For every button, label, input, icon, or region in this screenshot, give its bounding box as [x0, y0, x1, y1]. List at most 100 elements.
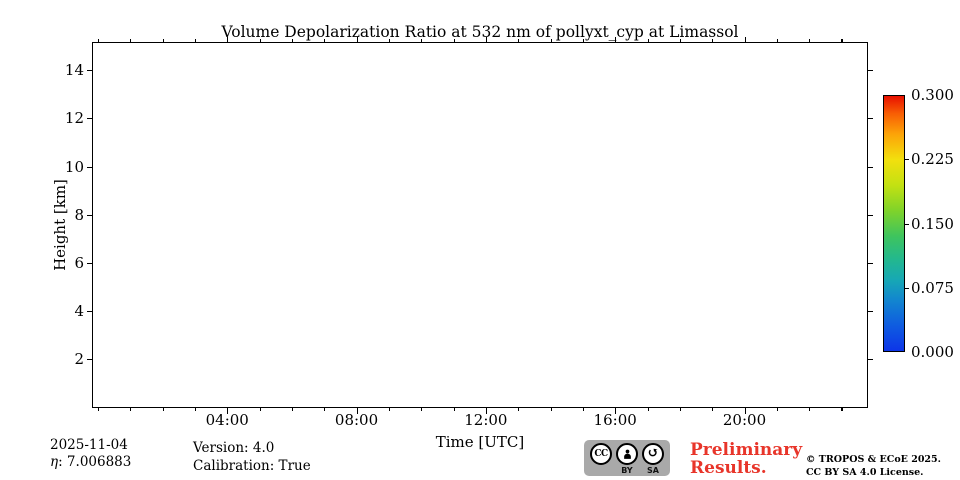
eta-calibration-value: η: 7.006883 — [50, 454, 131, 470]
x-axis-tick — [647, 408, 649, 411]
y-tick-label: 2 — [74, 350, 84, 369]
x-axis-tick — [324, 408, 326, 411]
x-axis-tick — [97, 408, 100, 411]
x-axis-tick — [453, 408, 455, 411]
x-axis-tick — [291, 39, 294, 42]
cc-sa-arrow-icon: ↺ — [642, 443, 664, 465]
depolarization-heatmap-canvas — [92, 42, 868, 408]
preliminary-results-warning: Preliminary Results. — [690, 440, 803, 479]
y-axis-tick — [87, 311, 92, 313]
x-axis-tick — [162, 39, 164, 42]
x-axis-tick — [162, 408, 164, 411]
x-axis-tick — [744, 36, 746, 42]
colorbar-tick — [905, 223, 909, 225]
eta-value: : 7.006883 — [58, 454, 132, 470]
x-axis-tick — [841, 39, 843, 42]
y-axis-tick — [87, 118, 92, 120]
x-axis-tick — [259, 408, 261, 411]
x-axis-tick — [809, 408, 811, 411]
x-axis-tick — [421, 39, 423, 42]
y-axis-tick — [868, 118, 873, 120]
y-tick-label: 14 — [64, 61, 84, 80]
colorbar-tick-label: 0.300 — [911, 86, 954, 104]
x-tick-label: 04:00 — [205, 411, 249, 429]
x-axis-tick — [809, 39, 811, 42]
x-axis-tick — [324, 39, 326, 42]
x-axis-tick — [259, 39, 261, 42]
eta-symbol: η — [50, 454, 59, 470]
x-axis-tick — [550, 408, 552, 411]
cc-by-person-icon — [616, 443, 638, 465]
x-axis-tick — [421, 408, 423, 411]
x-axis-tick — [679, 408, 682, 411]
y-axis-tick — [868, 166, 873, 168]
copyright-line2: CC BY SA 4.0 License. — [806, 467, 924, 479]
x-axis-tick — [712, 408, 714, 411]
x-axis-tick — [194, 39, 197, 42]
x-axis-tick — [615, 408, 617, 414]
y-axis-tick — [87, 262, 92, 265]
x-axis-tick — [227, 36, 229, 42]
x-axis-tick — [485, 36, 488, 42]
y-axis-tick — [87, 166, 92, 168]
x-tick-label: 12:00 — [464, 411, 508, 429]
y-axis-tick — [868, 70, 873, 72]
y-axis-tick — [868, 311, 873, 313]
x-axis-tick — [776, 39, 779, 42]
x-axis-tick — [388, 408, 391, 411]
x-axis-tick — [518, 39, 520, 42]
x-axis-tick — [744, 408, 746, 414]
cc-icon: CC — [590, 443, 612, 465]
y-tick-label: 12 — [64, 109, 84, 128]
x-axis-tick — [227, 408, 229, 414]
y-axis-tick — [87, 359, 92, 361]
x-tick-label: 16:00 — [593, 411, 637, 429]
x-axis-tick — [291, 408, 294, 411]
y-tick-label: 6 — [74, 253, 84, 272]
calibration-text: Calibration: True — [193, 458, 311, 474]
x-axis-tick — [388, 39, 391, 42]
y-tick-label: 8 — [74, 205, 84, 224]
x-axis-tick — [130, 408, 132, 411]
x-axis-tick — [615, 36, 617, 42]
x-axis-tick — [485, 408, 488, 414]
y-axis-tick — [868, 359, 873, 361]
colorbar-tick-label: 0.000 — [911, 343, 954, 361]
colorbar-tick-label: 0.075 — [911, 278, 954, 297]
copyright-text: © TROPOS & ECoE 2025. CC BY SA 4.0 Licen… — [806, 453, 941, 480]
x-tick-label: 20:00 — [722, 411, 767, 429]
version-text: Version: 4.0 — [193, 440, 275, 456]
x-axis-tick — [97, 39, 100, 42]
x-axis-tick — [130, 39, 132, 42]
x-axis-tick — [841, 408, 843, 411]
y-tick-label: 10 — [64, 157, 84, 176]
x-axis-tick — [582, 39, 585, 42]
x-axis-tick — [453, 39, 455, 42]
x-axis-tick — [194, 408, 197, 411]
plot-title: Volume Depolarization Ratio at 532 nm of… — [221, 23, 739, 41]
y-axis-tick — [87, 214, 92, 216]
y-tick-label: 4 — [74, 302, 84, 321]
y-axis-tick — [868, 262, 873, 265]
cc-sa-label: SA — [647, 466, 659, 475]
copyright-line1: © TROPOS & ECoE 2025. — [806, 454, 941, 465]
colorbar-tick-label: 0.225 — [911, 150, 954, 169]
x-tick-label: 08:00 — [334, 411, 379, 429]
x-axis-tick — [712, 39, 714, 42]
cc-license-badge: CC ↺ BY SA — [584, 440, 670, 476]
person-icon — [623, 449, 631, 459]
x-axis-tick — [679, 39, 682, 42]
x-axis-tick — [582, 408, 585, 411]
colorbar-tick-label: 0.150 — [911, 214, 954, 233]
cc-by-label: BY — [621, 466, 633, 475]
x-axis-tick — [356, 408, 358, 414]
x-axis-tick — [518, 408, 520, 411]
x-axis-label: Time [UTC] — [435, 433, 525, 451]
x-axis-tick — [776, 408, 779, 411]
x-axis-tick — [356, 36, 358, 42]
colorbar-tick — [905, 159, 909, 161]
y-axis-tick — [87, 70, 92, 72]
colorbar — [883, 95, 905, 352]
x-axis-tick — [647, 39, 649, 42]
